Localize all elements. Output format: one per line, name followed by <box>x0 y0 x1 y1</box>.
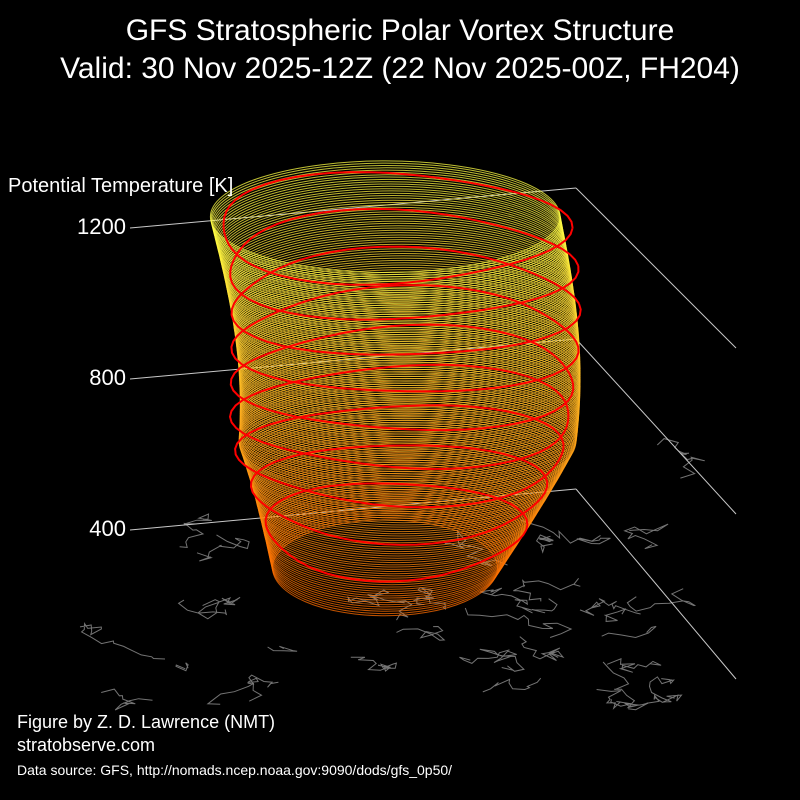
coastline <box>535 534 554 554</box>
coastline <box>479 648 525 672</box>
data-source: Data source: GFS, http://nomads.ncep.noa… <box>17 762 453 778</box>
contour-1000K <box>230 245 582 356</box>
coastline <box>396 625 446 641</box>
coastline <box>247 674 279 688</box>
coastline <box>479 587 533 614</box>
coastline <box>520 519 611 545</box>
z-axis-label: Potential Temperature [K] <box>8 175 234 197</box>
figure-credit: Figure by Z. D. Lawrence (NMT) <box>17 712 276 732</box>
coastline <box>179 513 212 548</box>
site-link[interactable]: stratobserve.com <box>17 735 156 755</box>
z-tick-label: 400 <box>89 516 126 541</box>
coastline <box>579 598 641 616</box>
coastline <box>175 662 189 672</box>
coastline <box>459 649 510 664</box>
z-tick-label: 1200 <box>77 214 126 239</box>
coastline <box>482 677 542 693</box>
coastline <box>101 688 153 711</box>
contour-1100K <box>229 207 580 321</box>
coastline <box>623 523 669 550</box>
coastline <box>646 693 665 704</box>
coastline <box>656 438 705 479</box>
coastline <box>267 645 298 652</box>
contour-800K <box>229 323 575 432</box>
contour-700K <box>228 363 570 470</box>
coastline <box>596 689 632 710</box>
isentrope-ring <box>209 160 561 273</box>
coastline <box>513 577 581 602</box>
contour-900K <box>230 284 580 393</box>
coastline <box>601 625 657 639</box>
coastline <box>606 658 662 673</box>
coastline <box>602 661 649 711</box>
coastline <box>350 656 398 672</box>
coastline <box>519 636 565 661</box>
coastline <box>604 608 627 622</box>
vortex-surface <box>209 160 581 617</box>
coastline <box>79 622 166 660</box>
contour-600K <box>234 404 565 509</box>
z-tick-label: 800 <box>89 365 126 390</box>
coastline <box>464 607 573 638</box>
coastline <box>626 588 697 612</box>
depth-gridline <box>575 488 737 680</box>
coastline <box>177 599 227 620</box>
coastline <box>648 676 683 703</box>
chart-title: GFS Stratospheric Polar Vortex Structure <box>125 14 675 47</box>
coastlines <box>79 438 705 711</box>
coastline <box>206 682 263 705</box>
depth-gridline <box>575 187 737 349</box>
coastline <box>202 596 241 607</box>
contour-1200K <box>222 171 574 286</box>
contour-500K <box>249 444 549 546</box>
chart-subtitle: Valid: 30 Nov 2025-12Z (22 Nov 2025-00Z,… <box>60 52 740 85</box>
contour-400K <box>264 482 529 583</box>
coastline <box>196 534 250 562</box>
depth-gridline <box>575 338 737 515</box>
coastline <box>531 598 558 614</box>
isentrope-contours <box>222 171 582 583</box>
